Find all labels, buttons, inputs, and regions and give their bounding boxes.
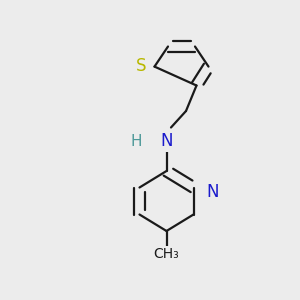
Text: S: S bbox=[136, 57, 146, 75]
Text: N: N bbox=[207, 183, 219, 201]
Text: N: N bbox=[160, 132, 173, 150]
Text: CH₃: CH₃ bbox=[154, 248, 179, 261]
Text: H: H bbox=[131, 134, 142, 148]
